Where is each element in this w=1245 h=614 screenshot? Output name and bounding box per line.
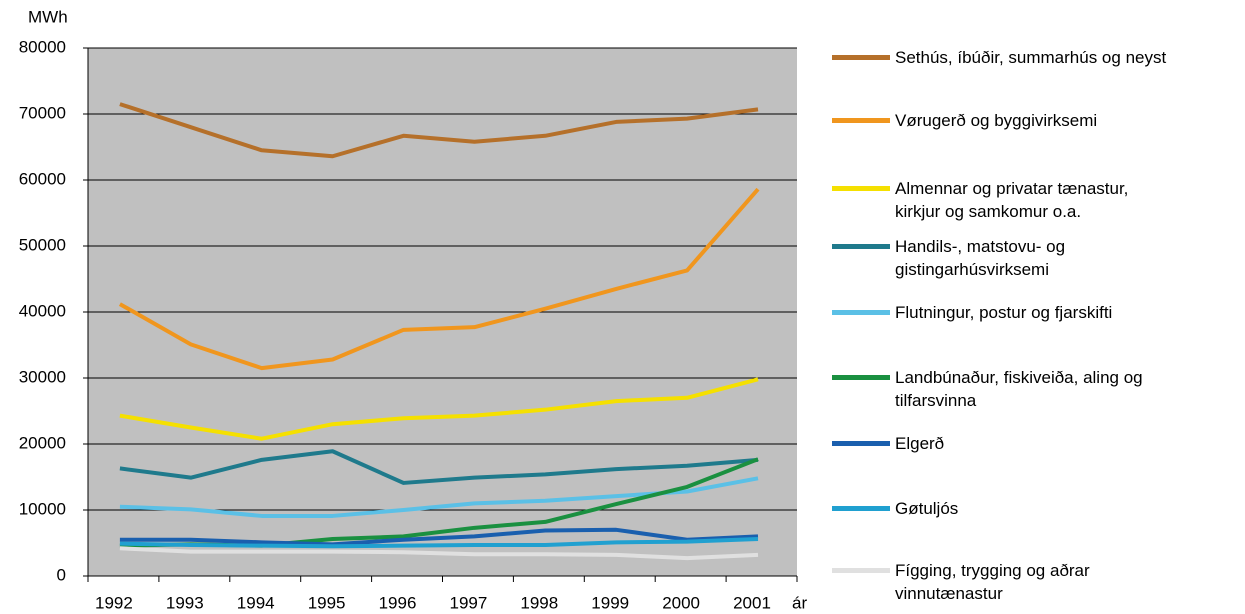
legend-label: Fígging, trygging og aðrar vinnutænastur [895, 561, 1090, 603]
legend-item: Landbúnaður, fiskiveiða, aling og tilfar… [832, 366, 1143, 412]
x-tick-label: 1994 [237, 593, 275, 612]
y-tick-label: 10000 [19, 499, 66, 518]
x-tick-label: 1992 [95, 593, 133, 612]
legend-label: Vørugerð og byggivirksemi [895, 111, 1098, 130]
x-tick-label: 1996 [379, 593, 417, 612]
legend-item: Elgerð [832, 432, 944, 455]
x-axis-label: ár [792, 593, 807, 612]
y-tick-label: 30000 [19, 367, 66, 386]
y-tick-label: 40000 [19, 301, 66, 320]
legend-label: Landbúnaður, fiskiveiða, aling og tilfar… [895, 368, 1143, 410]
legend-swatch [832, 310, 890, 315]
x-tick-label: 2000 [662, 593, 700, 612]
series-line [119, 527, 759, 547]
legend-item: Vørugerð og byggivirksemi [832, 109, 1097, 132]
series-line [119, 537, 759, 549]
x-tick-label: 1999 [591, 593, 629, 612]
legend-label: Almennar og privatar tænastur, kirkjur o… [895, 179, 1129, 221]
legend-label: Flutningur, postur og fjarskifti [895, 303, 1113, 322]
series-line [119, 102, 759, 159]
x-tick-label: 1998 [520, 593, 558, 612]
legend-label: Sethús, íbúðir, summarhús og neyst [895, 48, 1167, 67]
legend-swatch [832, 118, 890, 123]
legend-item: Gøtuljós [832, 497, 958, 520]
series-line [118, 187, 760, 371]
x-tick-label: 1995 [308, 593, 346, 612]
y-tick-label: 60000 [19, 169, 66, 188]
legend-item: Flutningur, postur og fjarskifti [832, 301, 1112, 324]
series-line [119, 449, 759, 485]
legend-item: Fígging, trygging og aðrar vinnutænastur [832, 559, 1090, 605]
y-tick-label: 80000 [19, 37, 66, 56]
y-tick-label: 70000 [19, 103, 66, 122]
legend-label: Elgerð [895, 434, 945, 453]
legend-item: Almennar og privatar tænastur, kirkjur o… [832, 177, 1128, 223]
x-tick-label: 1993 [166, 593, 204, 612]
x-tick-label: 1997 [449, 593, 487, 612]
legend-swatch [832, 55, 890, 60]
series-line [119, 377, 759, 441]
y-tick-label: 0 [57, 565, 66, 584]
legend-swatch [832, 506, 890, 511]
legend-swatch [832, 186, 890, 191]
legend-swatch [832, 244, 890, 249]
x-tick-label: 2001 [733, 593, 771, 612]
legend-swatch [832, 568, 890, 573]
y-axis-label: MWh [28, 7, 68, 26]
legend-item: Handils-, matstovu- og gistingarhúsvirks… [832, 235, 1065, 281]
legend-swatch [832, 375, 890, 380]
legend-swatch [832, 441, 890, 446]
y-tick-label: 50000 [19, 235, 66, 254]
legend-label: Handils-, matstovu- og gistingarhúsvirks… [895, 237, 1066, 279]
y-tick-label: 20000 [19, 433, 66, 452]
series-line [119, 546, 759, 561]
legend-label: Gøtuljós [895, 499, 959, 518]
legend-item: Sethús, íbúðir, summarhús og neyst [832, 46, 1166, 69]
